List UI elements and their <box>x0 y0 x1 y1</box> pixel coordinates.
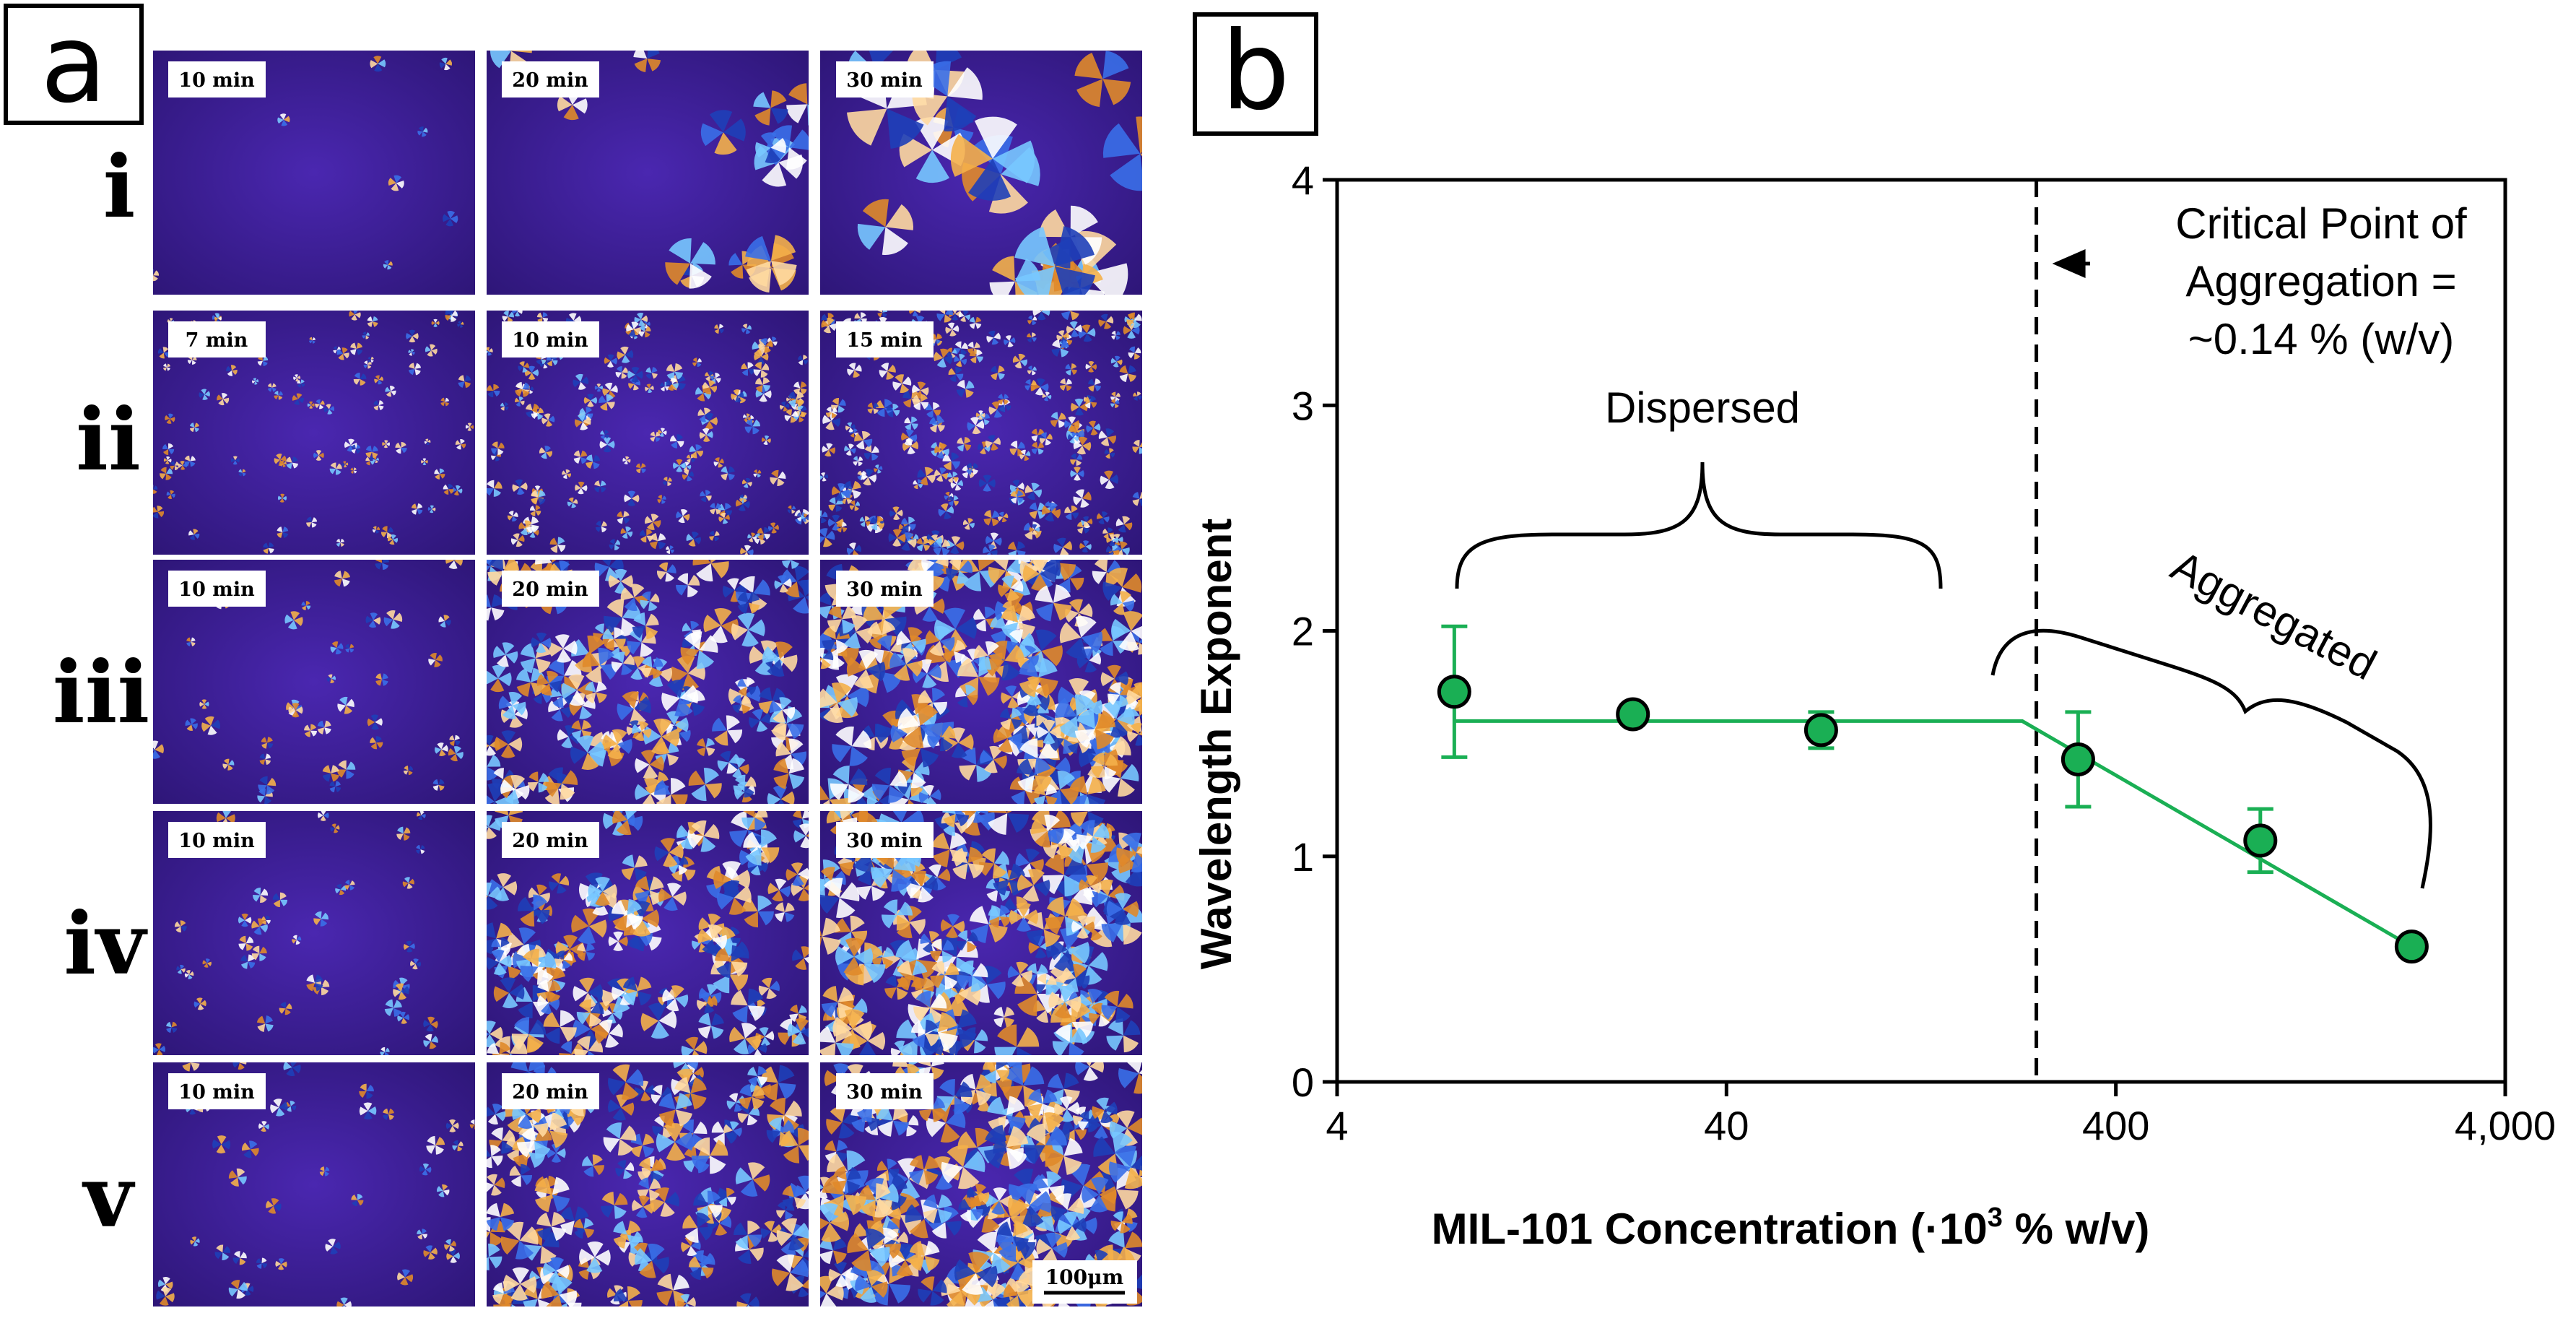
x-tick-label: 4,000 <box>2455 1103 2556 1148</box>
aggregated-label: Aggregated <box>2164 541 2384 689</box>
time-label-r2-c2: 30 min <box>846 578 923 601</box>
panel-b-label-box <box>1193 12 1318 136</box>
x-tick-label: 400 <box>2082 1103 2149 1148</box>
y-tick-label: 4 <box>1292 157 1314 203</box>
micrographs <box>153 51 1142 1306</box>
time-label-box <box>502 61 599 98</box>
time-label-r1-c2: 15 min <box>846 329 923 352</box>
row-label-v: v <box>82 1146 136 1247</box>
x-tick-label: 4 <box>1326 1103 1348 1148</box>
time-label-box <box>836 571 934 607</box>
time-label-r4-c2: 30 min <box>846 1081 923 1104</box>
time-label-box <box>168 571 266 607</box>
y-tick-label: 2 <box>1292 609 1314 654</box>
scale-bar-box <box>1032 1260 1137 1304</box>
y-tick-label: 3 <box>1292 383 1314 428</box>
critical-point-annotation: Critical Point of Aggregation = ~0.14 % (w… <box>2052 199 2467 363</box>
data-point <box>1803 713 1838 748</box>
micrograph-tile <box>820 560 1142 804</box>
x-axis-title: MIL-101 Concentration (·103 % w/v) <box>1432 1202 2150 1253</box>
time-label-r2-c0: 10 min <box>178 578 255 601</box>
time-label-r2-c1: 20 min <box>512 578 588 601</box>
critical-arrow-head <box>2052 249 2086 278</box>
scale-bar: 100μm <box>1032 1260 1137 1304</box>
time-label-r3-c1: 20 min <box>512 830 588 852</box>
time-label-r0-c2: 30 min <box>846 69 923 92</box>
panel-a-label: a <box>40 1 107 127</box>
time-label-r3-c0: 10 min <box>178 830 255 852</box>
micrograph-tile <box>487 811 809 1055</box>
chart-plot: 0 1 2 3 4 4 40 400 4,000 Critical Point of Aggrega… <box>1292 157 2556 1148</box>
aggregated-brace <box>1990 628 2432 889</box>
time-label-r3-c2: 30 min <box>846 830 923 852</box>
scale-bar-label: 100μm <box>1045 1265 1124 1289</box>
time-label-r4-c1: 20 min <box>512 1081 588 1104</box>
time-label-box <box>502 571 599 607</box>
dispersed-brace <box>1455 462 1943 589</box>
time-label-box <box>502 321 599 358</box>
time-label-r1-c1: 10 min <box>512 329 588 352</box>
y-tick-label: 0 <box>1292 1060 1314 1105</box>
time-labels: 10 min 20 min 30 min 7 min 10 min 15 min… <box>168 61 934 1109</box>
time-label-r0-c0: 10 min <box>178 69 255 92</box>
time-label-box <box>502 822 599 858</box>
time-label-box <box>168 1073 266 1109</box>
time-label-box <box>502 1073 599 1109</box>
row-label-iii: iii <box>53 642 149 742</box>
data-point <box>2394 930 2429 964</box>
row-label-i: i <box>103 136 136 237</box>
x-tick-label: 40 <box>1704 1103 1749 1148</box>
time-label-box <box>168 321 266 358</box>
time-label-box <box>836 321 934 358</box>
data-point <box>1437 675 1471 709</box>
time-label-r0-c1: 20 min <box>512 69 588 92</box>
time-label-box <box>168 822 266 858</box>
data-point <box>1616 697 1650 732</box>
time-label-r4-c0: 10 min <box>178 1081 255 1104</box>
critical-annotation-line: ~0.14 % (w/v) <box>2188 315 2454 363</box>
y-axis-title: Wavelength Exponent <box>1192 519 1240 970</box>
row-label-ii: ii <box>76 389 141 490</box>
panel-a: a i ii iii iv v 10 min 20 min 30 min 7 m… <box>4 1 1148 1318</box>
panel-b-label: b <box>1221 9 1289 134</box>
time-label-box <box>836 822 934 858</box>
time-label-r1-c0: 7 min <box>186 329 248 352</box>
time-label-box <box>836 1073 934 1109</box>
micrograph-tile <box>153 51 475 295</box>
dispersed-label: Dispersed <box>1605 384 1800 432</box>
time-label-box <box>836 61 934 98</box>
micrograph-tile <box>820 51 1142 295</box>
critical-annotation-line: Aggregation = <box>2185 257 2456 306</box>
row-label-iv: iv <box>64 893 148 994</box>
data-point <box>2061 742 2095 776</box>
y-tick-label: 1 <box>1292 834 1314 880</box>
critical-annotation-line: Critical Point of <box>2175 199 2467 248</box>
data-point <box>2243 823 2278 858</box>
panel-b: b Wavelength Exponent MIL-101 Concentrat… <box>1192 9 2556 1253</box>
row-labels: i ii iii iv v <box>53 136 149 1247</box>
chart: Wavelength Exponent MIL-101 Concentratio… <box>1192 519 2149 1253</box>
panel-a-label-box <box>4 4 144 125</box>
time-label-box <box>168 61 266 98</box>
